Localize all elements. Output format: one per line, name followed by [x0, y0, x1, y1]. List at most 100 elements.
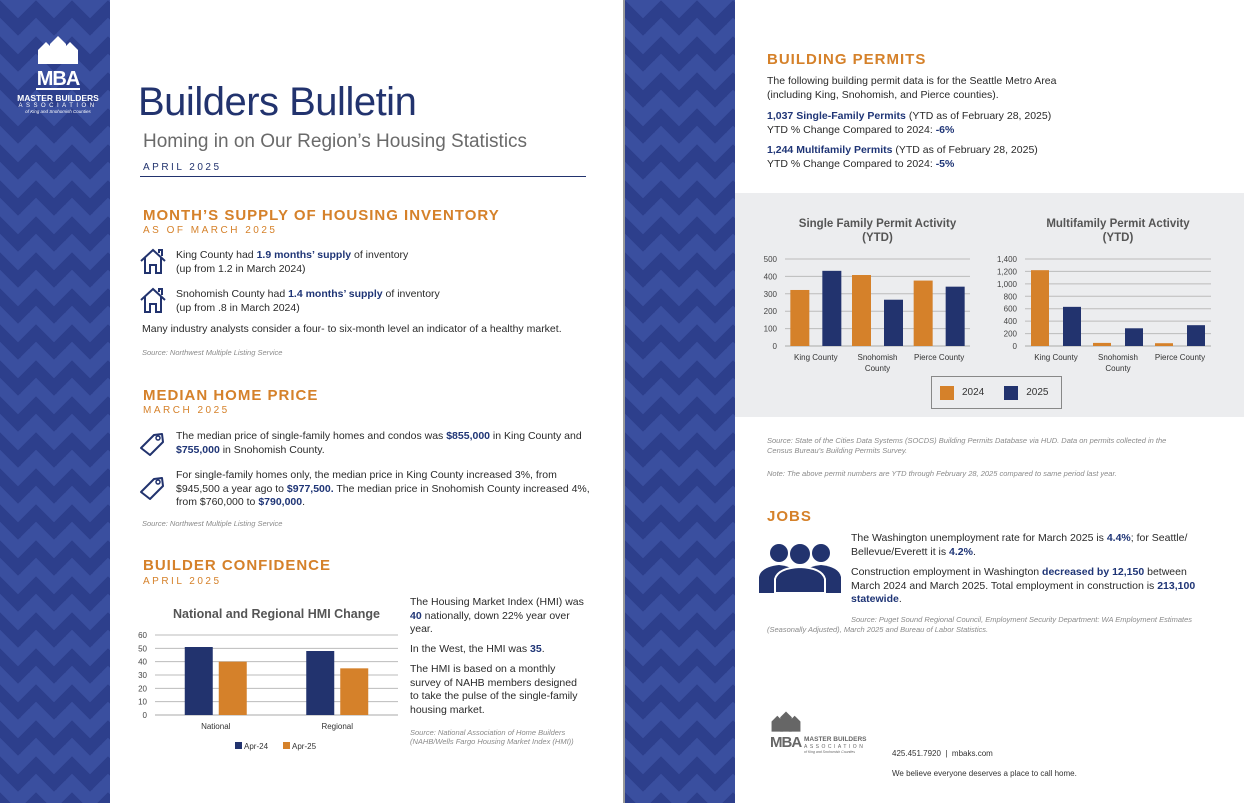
legend-label: Apr-25: [292, 742, 317, 751]
y-tick-label: 300: [764, 290, 778, 299]
chart-title: Single Family Permit Activity: [799, 218, 957, 230]
bar-Apr-24-national: [184, 647, 213, 715]
logo-assoc: ASSOCIATION: [18, 103, 98, 109]
x-tick-label: Snohomish: [857, 353, 897, 362]
sf-change: -6%: [935, 123, 955, 136]
text: (up from 1.2 in March 2024): [176, 262, 306, 275]
price-tag-icon: [140, 477, 164, 500]
confidence-heading: BUILDER CONFIDENCE: [143, 557, 332, 574]
x-tick-label: County: [1105, 364, 1130, 373]
hmi-source: Source: National Association of Home Bui…: [410, 728, 574, 746]
text: (up from .8 in March 2024): [176, 301, 300, 314]
x-tick-label: National: [201, 722, 231, 731]
hmi-west-value: 35: [530, 643, 542, 655]
jobs-paragraph-2: Construction employment in Washington de…: [851, 566, 1196, 606]
houses-icon: [38, 36, 78, 64]
logo-region: of King and Snohomish Counties: [25, 109, 91, 114]
issue-date: APRIL 2025: [143, 162, 222, 173]
x-tick-label: Pierce County: [914, 353, 964, 362]
legend-swatch-2024: [940, 385, 954, 400]
hmi-paragraph-3: The HMI is based on a monthly survey of …: [410, 663, 578, 716]
header-divider: [140, 176, 586, 177]
bar-Apr-24-regional: [306, 651, 335, 715]
people-icon: [759, 542, 841, 593]
footer-logo: MBA MASTER BUILDERS ASSOCIATION of King …: [770, 710, 885, 754]
footer-contact[interactable]: 425.451.7920 | mbaks.com: [892, 749, 993, 758]
house-icon: [140, 287, 166, 313]
x-tick-label: King County: [794, 353, 838, 362]
price-source: Source: Northwest Multiple Listing Servi…: [142, 519, 283, 528]
y-tick-label: 200: [1004, 330, 1018, 339]
footer-logo-assoc: ASSOCIATION: [804, 744, 866, 750]
snohomish-median-price: $755,000: [176, 443, 220, 456]
snohomish-sf-price: $790,000: [258, 496, 303, 508]
jobs-paragraph-1: The Washington unemployment rate for Mar…: [851, 532, 1188, 558]
x-tick-label: County: [865, 364, 890, 373]
footer-tagline: We believe everyone deserves a place to …: [892, 769, 1077, 778]
x-tick-label: Snohomish: [1098, 353, 1138, 362]
chart-title: Multifamily Permit Activity: [1046, 218, 1190, 230]
hmi-chart: National and Regional HMI Change 0 10 20 30 4…: [138, 607, 398, 751]
bar-2025-snohomish-county: [1125, 328, 1143, 346]
hmi-paragraph-1: The Housing Market Index (HMI) was 40 na…: [410, 596, 584, 635]
permits-note: Note: The above permit numbers are YTD t…: [767, 469, 1117, 478]
footer-logo-mark: MBA: [770, 734, 802, 751]
legend-swatch: [235, 742, 242, 749]
bar-2024-snohomish-county: [1093, 342, 1111, 346]
bar-2024-pierce-county: [913, 280, 933, 346]
chart-title: (YTD): [862, 232, 893, 244]
y-tick-label: 600: [1004, 305, 1018, 314]
bar-2025-king-county: [822, 270, 842, 346]
y-tick-label: 40: [138, 658, 147, 667]
multifamily-chart: Multifamily Permit Activity (YTD) 0 200 400 6…: [997, 218, 1211, 373]
bar-2025-snohomish-county: [884, 299, 903, 346]
decorative-strip-middle: [623, 0, 735, 803]
mf-change: -5%: [935, 157, 955, 170]
price-tag-icon: [140, 433, 164, 456]
snohomish-supply-value: 1.4 months’ supply: [288, 288, 383, 300]
y-tick-label: 0: [143, 711, 148, 720]
permits-sf: 1,037 Single-Family Permits (YTD as of F…: [767, 110, 1052, 136]
chart-title: National and Regional HMI Change: [173, 607, 380, 621]
construction-change: decreased by 12,150: [1042, 566, 1145, 578]
legend-swatch-2025: [1004, 385, 1019, 400]
y-tick-label: 20: [138, 684, 147, 693]
bar-Apr-25-national: [218, 661, 247, 715]
permit-charts-panel: Single Family Permit Activity (YTD) 0 100 20…: [735, 193, 1244, 417]
permit-legend: 2024 2025: [931, 376, 1062, 409]
single-family-chart: Single Family Permit Activity (YTD) 0 100 20…: [764, 218, 970, 373]
construction-total: 213,100 statewide: [851, 579, 1196, 606]
price-paragraph-2: For single-family homes only, the median…: [176, 469, 590, 508]
y-tick-label: 1,400: [997, 255, 1018, 264]
price-subheading: MARCH 2025: [143, 405, 230, 416]
y-tick-label: 60: [138, 631, 147, 640]
y-tick-label: 0: [1013, 342, 1018, 351]
permits-source: Source: State of the Cities Data Systems…: [767, 436, 1167, 455]
permits-intro: The following building permit data is fo…: [767, 75, 1057, 101]
mba-logo: MBA MASTER BUILDERS ASSOCIATION of King …: [8, 34, 108, 114]
footer-logo-name: MASTER BUILDERS: [804, 736, 867, 743]
legend-label: Apr-24: [244, 742, 269, 751]
permits-mf: 1,244 Multifamily Permits (YTD as of Feb…: [767, 144, 1038, 170]
legend-swatch: [283, 742, 290, 749]
confidence-subheading: APRIL 2025: [143, 576, 222, 587]
jobs-heading: JOBS: [767, 508, 812, 525]
bar-2024-pierce-county: [1155, 343, 1173, 346]
legend-label-2024: 2024: [962, 387, 985, 398]
y-tick-label: 100: [764, 325, 778, 334]
logo-name: MASTER BUILDERS: [17, 93, 99, 103]
x-tick-label: King County: [1034, 353, 1078, 362]
y-tick-label: 1,200: [997, 267, 1018, 276]
logo-mark: MBA: [36, 68, 80, 90]
house-icon: [140, 248, 166, 274]
y-tick-label: 200: [764, 307, 778, 316]
page-subtitle: Homing in on Our Region’s Housing Statis…: [143, 131, 528, 152]
y-tick-label: 30: [138, 671, 147, 680]
footer-logo-region: of King and Snohomish Counties: [804, 750, 855, 754]
text: Snohomish County had: [176, 288, 289, 300]
supply-note: Many industry analysts consider a four- …: [142, 323, 562, 335]
supply-subheading: AS OF MARCH 2025: [143, 225, 278, 236]
hmi-national-value: 40: [410, 609, 422, 622]
houses-icon: [771, 711, 801, 732]
price-heading: MEDIAN HOME PRICE: [143, 387, 319, 404]
